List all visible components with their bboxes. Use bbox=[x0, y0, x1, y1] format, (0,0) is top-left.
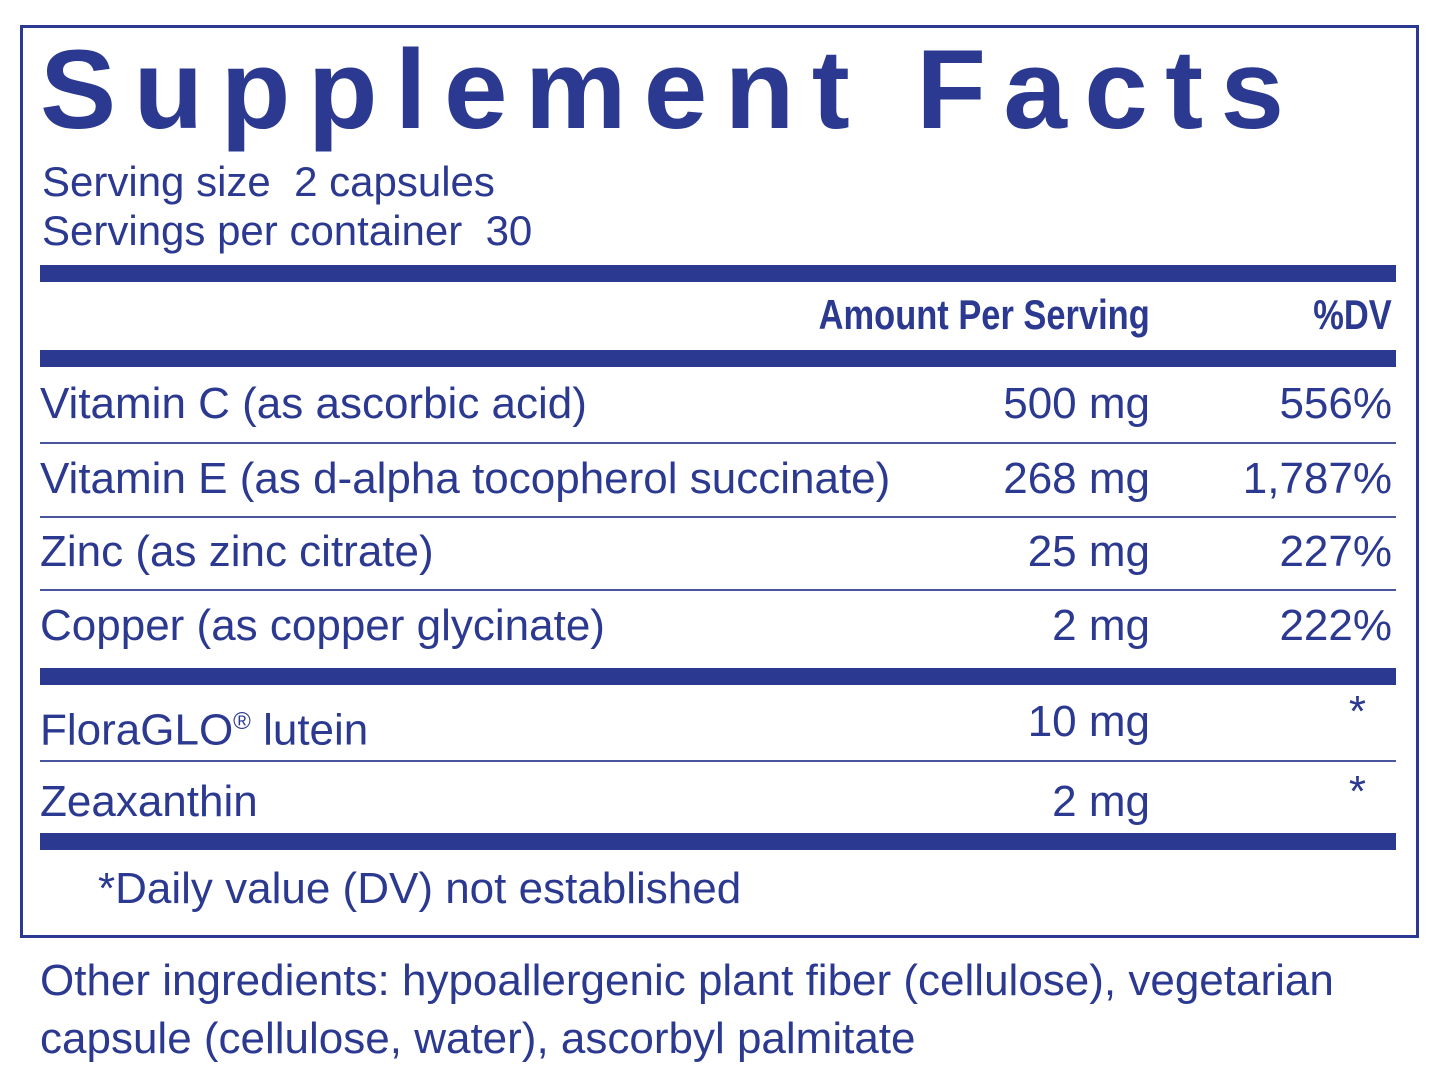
header-amount: Amount Per Serving bbox=[818, 291, 1150, 338]
footnote: *Daily value (DV) not established bbox=[98, 864, 742, 913]
ingredient-dv: 227% bbox=[1279, 527, 1392, 576]
ingredient-name-suffix: lutein bbox=[250, 705, 369, 755]
ingredient-dv: 222% bbox=[1279, 601, 1392, 650]
row-divider bbox=[40, 516, 1396, 518]
ingredient-dv: 1,787% bbox=[1242, 454, 1392, 503]
divider-bar bbox=[40, 350, 1396, 367]
registered-mark: ® bbox=[233, 708, 251, 735]
ingredient-dv: 556% bbox=[1279, 379, 1392, 428]
ingredient-dv: * bbox=[1348, 767, 1366, 816]
table-row: Zeaxanthin 2 mg * bbox=[40, 767, 1392, 832]
ingredient-dv: * bbox=[1348, 687, 1366, 736]
table-row: Vitamin E (as d-alpha tocopherol succina… bbox=[40, 449, 1392, 509]
row-divider bbox=[40, 589, 1396, 591]
ingredient-name: FloraGLO® lutein bbox=[40, 692, 368, 761]
ingredient-amount: 25 mg bbox=[1027, 527, 1150, 576]
ingredient-amount: 10 mg bbox=[1027, 697, 1150, 746]
supplement-facts-panel bbox=[20, 25, 1419, 938]
row-divider bbox=[40, 760, 1396, 762]
divider-bar bbox=[40, 668, 1396, 685]
table-row: Zinc (as zinc citrate) 25 mg 227% bbox=[40, 522, 1392, 582]
panel-title: Supplement Facts bbox=[40, 27, 1302, 152]
ingredient-amount: 2 mg bbox=[1052, 601, 1150, 650]
table-row: Vitamin C (as ascorbic acid) 500 mg 556% bbox=[40, 374, 1392, 434]
ingredient-name: Zeaxanthin bbox=[40, 777, 258, 826]
ingredient-amount: 500 mg bbox=[1003, 379, 1150, 428]
table-row: FloraGLO® lutein 10 mg * bbox=[40, 687, 1392, 755]
header-dv: %DV bbox=[1313, 291, 1392, 338]
divider-bar bbox=[40, 833, 1396, 850]
serving-size: Serving size 2 capsules bbox=[42, 158, 495, 205]
ingredient-amount: 2 mg bbox=[1052, 777, 1150, 826]
ingredient-name: Copper (as copper glycinate) bbox=[40, 601, 605, 650]
ingredient-brand: FloraGLO bbox=[40, 705, 234, 755]
ingredient-name: Vitamin C (as ascorbic acid) bbox=[40, 379, 587, 428]
servings-per-container: Servings per container 30 bbox=[42, 207, 533, 254]
ingredient-amount: 268 mg bbox=[1003, 454, 1150, 503]
divider-bar bbox=[40, 265, 1396, 282]
other-ingredients: Other ingredients: hypoallergenic plant … bbox=[40, 956, 1334, 1063]
row-divider bbox=[40, 442, 1396, 444]
ingredient-name: Vitamin E (as d-alpha tocopherol succina… bbox=[40, 454, 891, 503]
table-row: Copper (as copper glycinate) 2 mg 222% bbox=[40, 596, 1392, 656]
ingredient-name: Zinc (as zinc citrate) bbox=[40, 527, 434, 576]
